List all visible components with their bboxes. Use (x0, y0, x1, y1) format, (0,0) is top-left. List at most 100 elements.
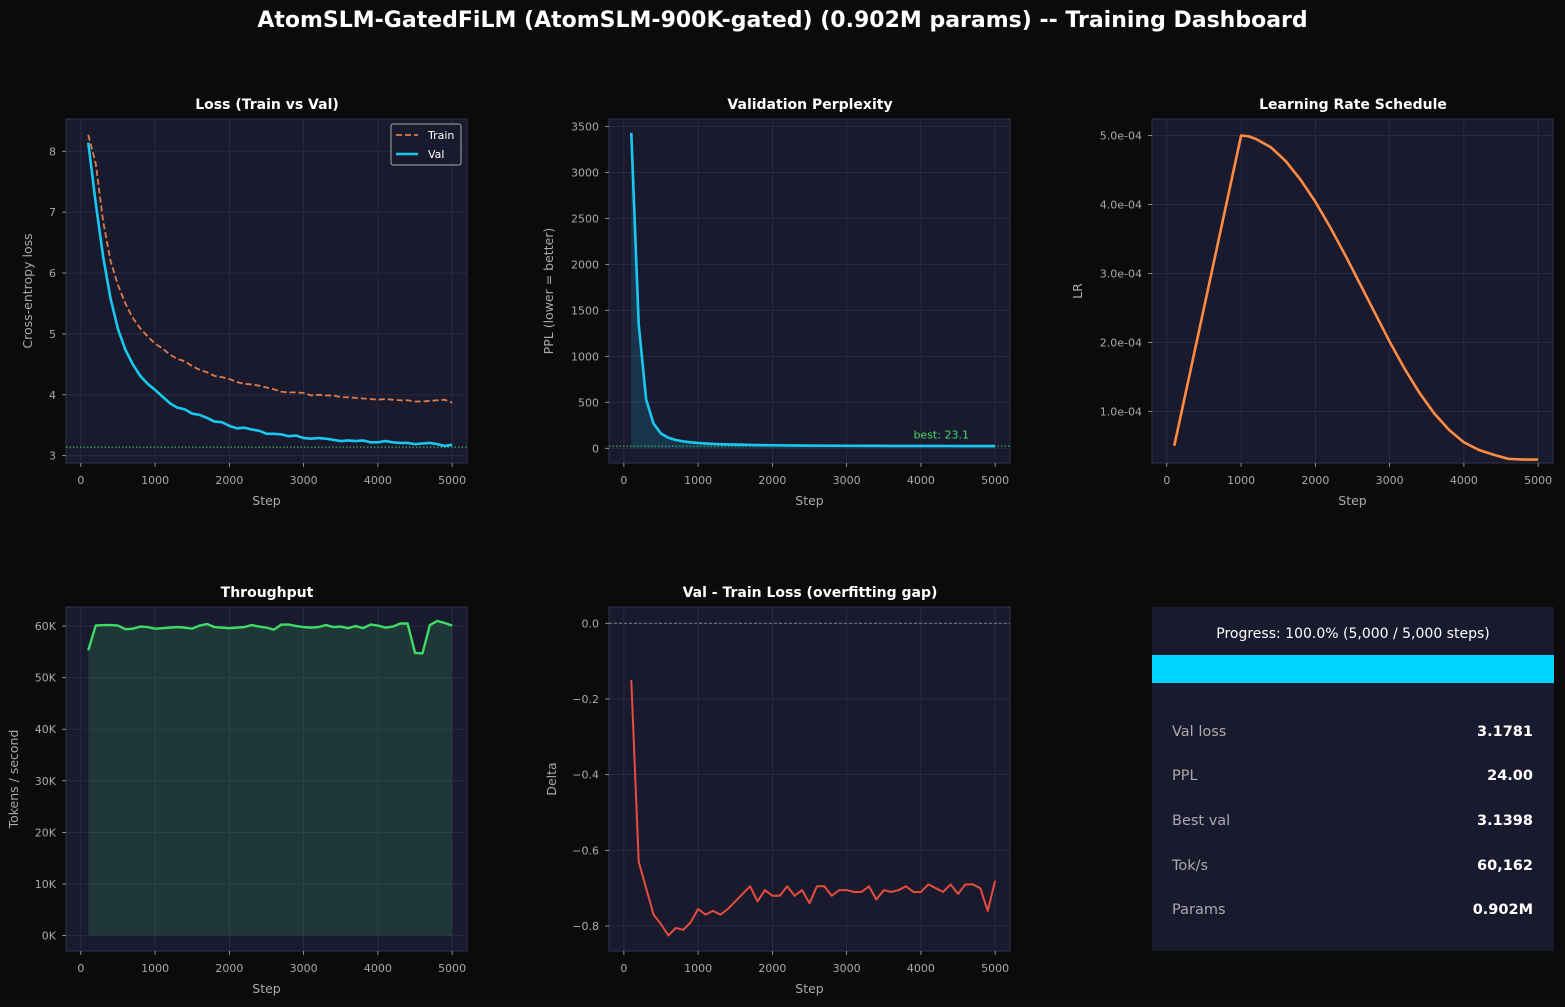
y-tick-label: −0.4 (572, 769, 599, 782)
x-tick-label: 3000 (290, 962, 318, 975)
y-tick-label: −0.8 (572, 920, 599, 933)
y-tick-label: 1000 (571, 350, 599, 363)
y-tick-label: 20K (35, 826, 57, 839)
x-tick-label: 2000 (1301, 474, 1329, 487)
x-tick-label: 5000 (438, 474, 466, 487)
chart-2 (1148, 118, 1554, 467)
y-tick-label: 30K (35, 775, 57, 788)
progress-label: Progress: 100.0% (5,000 / 5,000 steps) (1216, 626, 1490, 642)
x-tick-label: 4000 (907, 962, 935, 975)
chart-title: Validation Perplexity (727, 97, 892, 113)
x-tick-label: 2000 (215, 474, 243, 487)
plot-area (65, 118, 468, 464)
y-tick-label: 4.0e-04 (1100, 198, 1142, 211)
stat-label: Params (1172, 902, 1226, 918)
stat-label: Val loss (1172, 724, 1227, 740)
y-tick-label: 3 (49, 450, 56, 463)
y-tick-label: 1500 (571, 304, 599, 317)
x-tick-label: 0 (77, 962, 84, 975)
x-axis-label: Step (252, 981, 281, 996)
y-tick-label: 7 (49, 206, 56, 219)
y-tick-label: 40K (35, 723, 57, 736)
chart-title: Loss (Train vs Val) (195, 97, 339, 113)
stat-row-tok-s: Tok/s 60,162 (1172, 858, 1533, 878)
stat-value: 24.00 (1487, 768, 1533, 784)
series-line-0 (630, 679, 997, 937)
y-tick-label: 3500 (571, 120, 599, 133)
stat-value: 3.1781 (1477, 724, 1533, 740)
x-tick-label: 1000 (141, 474, 169, 487)
x-tick-label: 0 (620, 474, 627, 487)
y-tick-label: 500 (578, 396, 599, 409)
x-tick-label: 4000 (364, 474, 392, 487)
y-tick-label: −0.2 (572, 693, 599, 706)
best-annotation: best: 23.1 (913, 428, 969, 441)
chart-0 (62, 118, 468, 467)
y-tick-label: 6 (49, 267, 56, 280)
plot-area (1151, 118, 1554, 464)
series-line-train (87, 134, 453, 404)
y-axis-label: Cross-entropy loss (20, 233, 35, 348)
stat-row-params: Params 0.902M (1172, 902, 1533, 922)
y-axis-label: LR (1070, 283, 1085, 299)
stat-value: 0.902M (1472, 902, 1533, 918)
x-tick-label: 3000 (290, 474, 318, 487)
chart-1 (605, 118, 1011, 467)
stat-value: 60,162 (1477, 858, 1533, 874)
progress-bar-fill (1152, 655, 1554, 683)
plot-area (608, 118, 1011, 464)
x-tick-label: 5000 (1524, 474, 1552, 487)
x-tick-label: 2000 (758, 474, 786, 487)
x-axis-label: Step (795, 493, 824, 508)
x-tick-label: 2000 (758, 962, 786, 975)
stats-panel: Progress: 100.0% (5,000 / 5,000 steps) V… (1152, 607, 1554, 951)
plot-area (65, 606, 468, 952)
chart-3 (62, 606, 468, 955)
y-tick-label: 5 (49, 328, 56, 341)
stat-row-val-loss: Val loss 3.1781 (1172, 724, 1533, 744)
x-tick-label: 1000 (1227, 474, 1255, 487)
y-tick-label: 10K (35, 878, 57, 891)
y-axis-label: Tokens / second (6, 730, 21, 830)
x-tick-label: 5000 (438, 962, 466, 975)
x-tick-label: 4000 (1450, 474, 1478, 487)
y-tick-label: 1.0e-04 (1100, 405, 1142, 418)
x-tick-label: 5000 (981, 474, 1009, 487)
y-tick-label: 60K (35, 620, 57, 633)
x-tick-label: 0 (1163, 474, 1170, 487)
y-tick-label: 2.0e-04 (1100, 336, 1142, 349)
x-axis-label: Step (1338, 493, 1367, 508)
chart-title: Val - Train Loss (overfitting gap) (683, 585, 938, 601)
x-tick-label: 0 (620, 962, 627, 975)
x-axis-label: Step (252, 493, 281, 508)
chart-title: Learning Rate Schedule (1259, 97, 1447, 113)
y-tick-label: 2500 (571, 212, 599, 225)
y-tick-label: 3000 (571, 166, 599, 179)
x-tick-label: 0 (77, 474, 84, 487)
y-tick-label: 4 (49, 389, 56, 402)
x-tick-label: 4000 (364, 962, 392, 975)
stat-row-best-val: Best val 3.1398 (1172, 813, 1533, 833)
y-tick-label: 5.0e-04 (1100, 130, 1142, 143)
x-tick-label: 1000 (684, 474, 712, 487)
dashboard-title: AtomSLM-GatedFiLM (AtomSLM-900K-gated) (… (257, 8, 1308, 33)
series-line-0 (1173, 134, 1539, 461)
x-tick-label: 3000 (833, 474, 861, 487)
series-line-0 (87, 619, 453, 655)
x-tick-label: 4000 (907, 474, 935, 487)
series-area (88, 620, 453, 936)
x-tick-label: 2000 (215, 962, 243, 975)
chart-4 (605, 606, 1011, 955)
y-tick-label: 3.0e-04 (1100, 267, 1142, 280)
y-axis-label: Delta (544, 762, 559, 795)
x-tick-label: 5000 (981, 962, 1009, 975)
x-axis-label: Step (795, 981, 824, 996)
y-tick-label: 50K (35, 672, 57, 685)
progress-bar (1152, 655, 1554, 683)
plot-area (608, 606, 1011, 952)
x-tick-label: 1000 (684, 962, 712, 975)
series-line-val (86, 142, 453, 448)
y-tick-label: 0.0 (582, 617, 600, 630)
y-tick-label: −0.6 (572, 844, 599, 857)
chart-title: Throughput (221, 585, 314, 601)
